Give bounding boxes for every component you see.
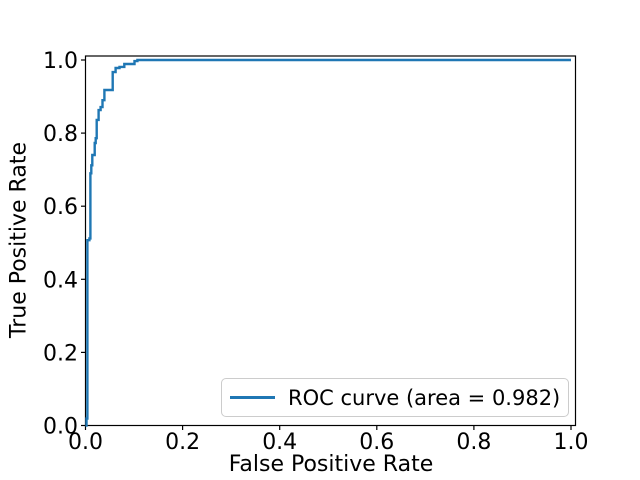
y-tick-label: 0.8	[43, 122, 78, 147]
x-tick-label: 0.2	[165, 430, 200, 455]
y-axis-label: True Positive Rate	[6, 142, 32, 338]
legend: ROC curve (area = 0.982)	[221, 378, 569, 417]
roc-curve-line	[85, 58, 571, 427]
x-tick-label: 0.4	[262, 430, 297, 455]
x-tick-label: 0.0	[68, 430, 103, 455]
x-axis-label: False Positive Rate	[228, 452, 434, 477]
y-tick-label: 0.2	[43, 341, 78, 366]
y-tick-label: 1.0	[43, 49, 78, 74]
plot-spines	[84, 55, 577, 427]
x-tick-label: 0.6	[359, 430, 394, 455]
x-tick-label: 1.0	[554, 430, 589, 455]
y-tick-label: 0.4	[43, 268, 78, 293]
legend-line-swatch	[230, 396, 275, 399]
y-tick-label: 0.0	[43, 415, 78, 440]
legend-label: ROC curve (area = 0.982)	[288, 385, 561, 410]
x-tick-label: 0.8	[456, 430, 491, 455]
y-tick-label: 0.6	[43, 195, 78, 220]
